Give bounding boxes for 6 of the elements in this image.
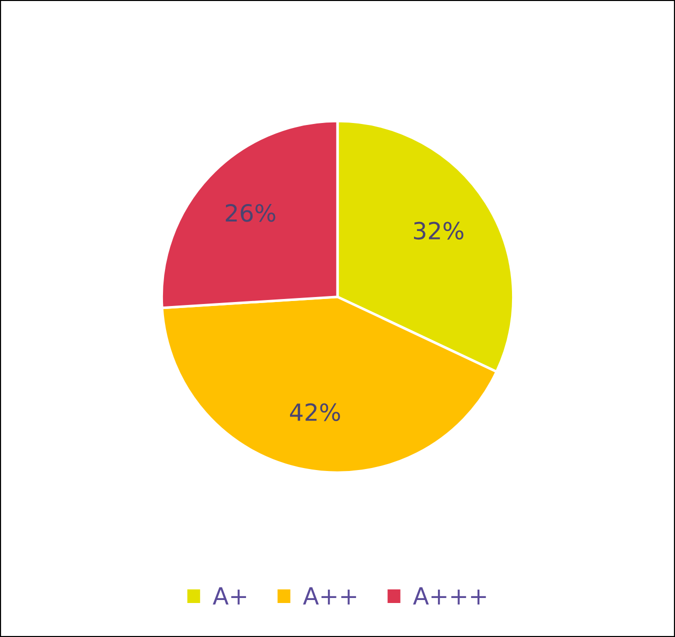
legend-label: A+++	[413, 587, 486, 604]
legend-label: A+	[212, 587, 246, 604]
data-label: 32%	[414, 222, 464, 240]
legend-label: A++	[303, 587, 356, 604]
data-label: 26%	[226, 204, 276, 222]
data-label: 42%	[290, 403, 340, 422]
